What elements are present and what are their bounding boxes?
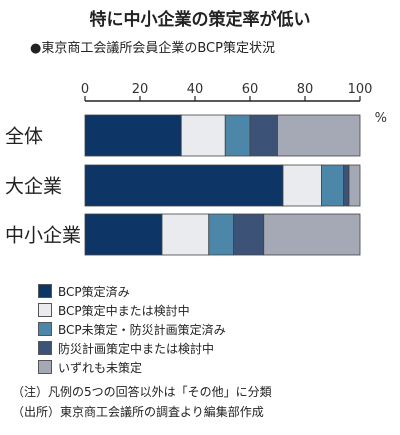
bar-segment bbox=[282, 164, 322, 207]
x-tick-label: 60 bbox=[242, 82, 259, 97]
bar-segment bbox=[180, 114, 226, 157]
x-tick-label: 0 bbox=[81, 82, 89, 97]
bar-segment bbox=[84, 213, 163, 256]
legend-swatch bbox=[38, 303, 52, 317]
x-tick-label: 80 bbox=[297, 82, 314, 97]
bar-chart: 特に中小企業の策定率が低い ●東京商工会議所会員企業のBCP策定状況 % 0 20… bbox=[5, 9, 387, 256]
legend-label: いずれも未策定 bbox=[58, 360, 143, 375]
x-axis: 0 20 40 60 80 100 bbox=[81, 82, 373, 102]
legend-item: BCP未策定・防災計画策定済み bbox=[38, 320, 226, 338]
legend-item: いずれも未策定 bbox=[38, 358, 226, 376]
notes: （注）凡例の5つの回答以外は「その他」に分類 （出所）東京商工会議所の調査より編… bbox=[12, 382, 272, 422]
legend-label: 防災計画策定中または検討中 bbox=[58, 341, 215, 356]
legend-label: BCP策定済み bbox=[58, 284, 130, 299]
legend-label: BCP未策定・防災計画策定済み bbox=[58, 322, 226, 337]
bar-segment bbox=[348, 164, 361, 207]
legend-item: BCP策定中または検討中 bbox=[38, 301, 226, 319]
legend-item: BCP策定済み bbox=[38, 282, 226, 300]
bar-segment bbox=[263, 213, 361, 256]
bar-segment bbox=[208, 213, 234, 256]
chart-subtitle: ●東京商工会議所会員企業のBCP策定状況 bbox=[30, 40, 275, 56]
legend-swatch bbox=[38, 284, 52, 298]
bar-segment bbox=[321, 164, 344, 207]
chart-title: 特に中小企業の策定率が低い bbox=[90, 9, 311, 30]
bar-segment bbox=[277, 114, 361, 157]
bar-segment bbox=[161, 213, 210, 256]
category-label: 中小企業 bbox=[5, 225, 81, 247]
category-label: 全体 bbox=[5, 126, 43, 148]
legend-swatch bbox=[38, 360, 52, 374]
x-tick-label: 40 bbox=[187, 82, 204, 97]
unit-label: % bbox=[375, 111, 387, 126]
bar-segment bbox=[84, 114, 182, 157]
bar-segment bbox=[84, 164, 284, 207]
legend-swatch bbox=[38, 322, 52, 336]
legend-label: BCP策定中または検討中 bbox=[58, 303, 190, 318]
bar-segment bbox=[233, 213, 265, 256]
bar-segment bbox=[249, 114, 278, 157]
note-source: （出所）東京商工会議所の調査より編集部作成 bbox=[12, 405, 264, 419]
note-remark: （注）凡例の5つの回答以外は「その他」に分類 bbox=[12, 385, 272, 399]
legend-swatch bbox=[38, 341, 52, 355]
x-tick-label: 20 bbox=[132, 82, 149, 97]
bar-segment bbox=[343, 164, 350, 207]
x-tick-label: 100 bbox=[348, 82, 373, 97]
legend: BCP策定済み BCP策定中または検討中 BCP未策定・防災計画策定済み 防災計画策定… bbox=[38, 282, 226, 377]
bar-segment bbox=[224, 114, 251, 157]
category-label: 大企業 bbox=[5, 176, 62, 198]
legend-item: 防災計画策定中または検討中 bbox=[38, 339, 226, 357]
bars bbox=[84, 114, 361, 256]
